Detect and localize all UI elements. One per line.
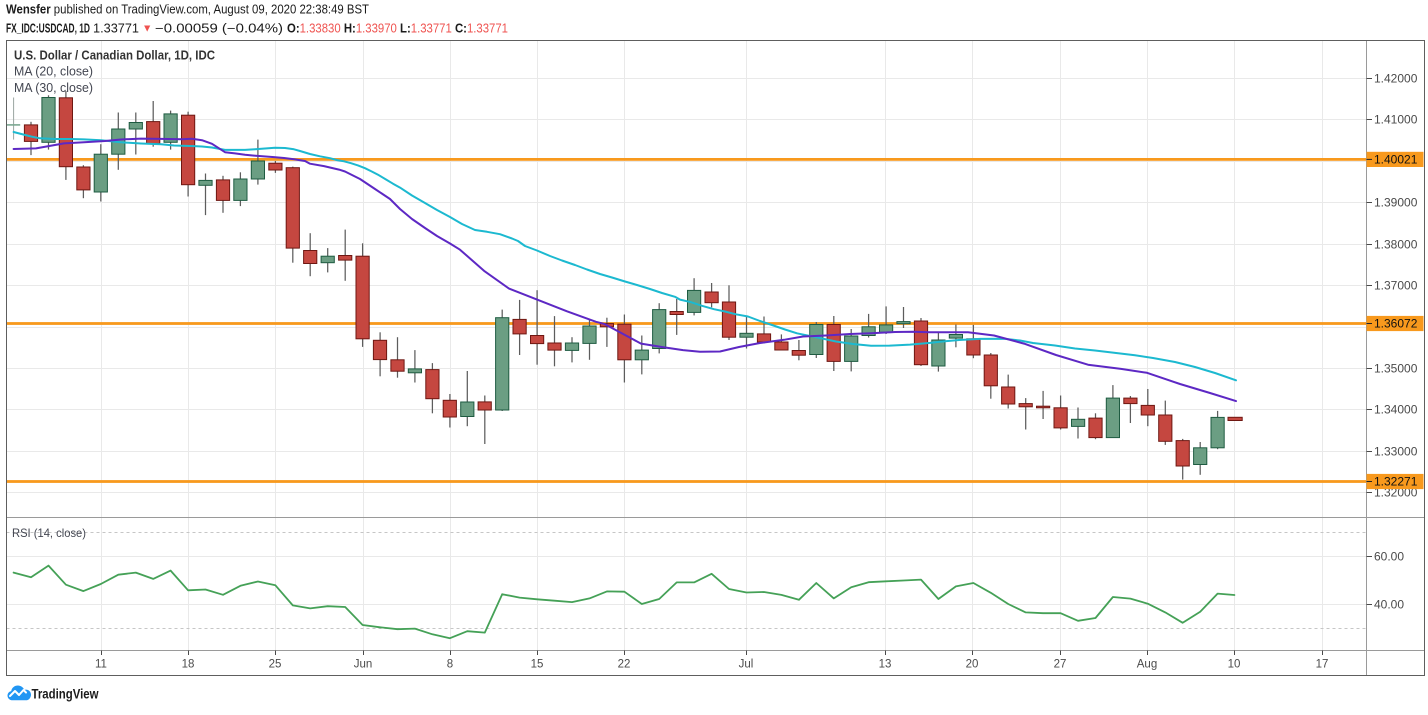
svg-text:11: 11: [95, 659, 107, 671]
svg-text:17: 17: [1316, 659, 1329, 671]
svg-text:8: 8: [447, 659, 453, 671]
svg-text:1.35000: 1.35000: [1374, 362, 1418, 376]
svg-text:U.S. Dollar / Canadian Dollar,: U.S. Dollar / Canadian Dollar, 1D, IDC: [14, 49, 215, 63]
svg-text:MA (20, close): MA (20, close): [14, 65, 93, 79]
svg-text:TradingView: TradingView: [32, 687, 99, 702]
svg-text:13: 13: [879, 659, 892, 671]
svg-text:1.34000: 1.34000: [1374, 403, 1418, 417]
svg-text:27: 27: [1054, 659, 1067, 671]
svg-text:1.36072: 1.36072: [1374, 317, 1418, 331]
svg-text:20: 20: [966, 659, 979, 671]
svg-text:1.42000: 1.42000: [1374, 72, 1418, 86]
svg-text:−0.00059 (−0.04%): −0.00059 (−0.04%): [155, 22, 283, 36]
svg-text:RSI (14, close): RSI (14, close): [12, 526, 86, 540]
svg-text:1.33000: 1.33000: [1374, 445, 1418, 459]
svg-text:1.40021: 1.40021: [1374, 153, 1418, 167]
svg-text:25: 25: [269, 659, 282, 671]
svg-text:60.00: 60.00: [1374, 550, 1404, 564]
svg-text:22: 22: [618, 659, 631, 671]
svg-text:1.39000: 1.39000: [1374, 196, 1418, 210]
svg-text:MA (30, close): MA (30, close): [14, 81, 93, 95]
svg-text:Wensfer published on TradingVi: Wensfer published on TradingView.com, Au…: [6, 3, 369, 17]
svg-text:10: 10: [1228, 659, 1241, 671]
svg-text:O:1.33830 H:1.33970 L:1.33771: O:1.33830 H:1.33970 L:1.33771 C:1.33771: [287, 22, 508, 36]
svg-text:Jul: Jul: [739, 659, 754, 671]
svg-text:Jun: Jun: [354, 659, 373, 671]
svg-text:15: 15: [531, 659, 544, 671]
svg-text:40.00: 40.00: [1374, 598, 1404, 612]
svg-text:FX_IDC:USDCAD, 1D: FX_IDC:USDCAD, 1D: [6, 22, 90, 36]
svg-text:1.37000: 1.37000: [1374, 279, 1418, 293]
svg-text:Aug: Aug: [1137, 659, 1157, 671]
svg-text:1.32271: 1.32271: [1374, 475, 1418, 489]
svg-text:1.41000: 1.41000: [1374, 113, 1418, 127]
svg-text:1.38000: 1.38000: [1374, 238, 1418, 252]
svg-text:18: 18: [182, 659, 195, 671]
svg-text:1.33771: 1.33771: [93, 22, 139, 36]
svg-text:▼: ▼: [142, 23, 152, 35]
